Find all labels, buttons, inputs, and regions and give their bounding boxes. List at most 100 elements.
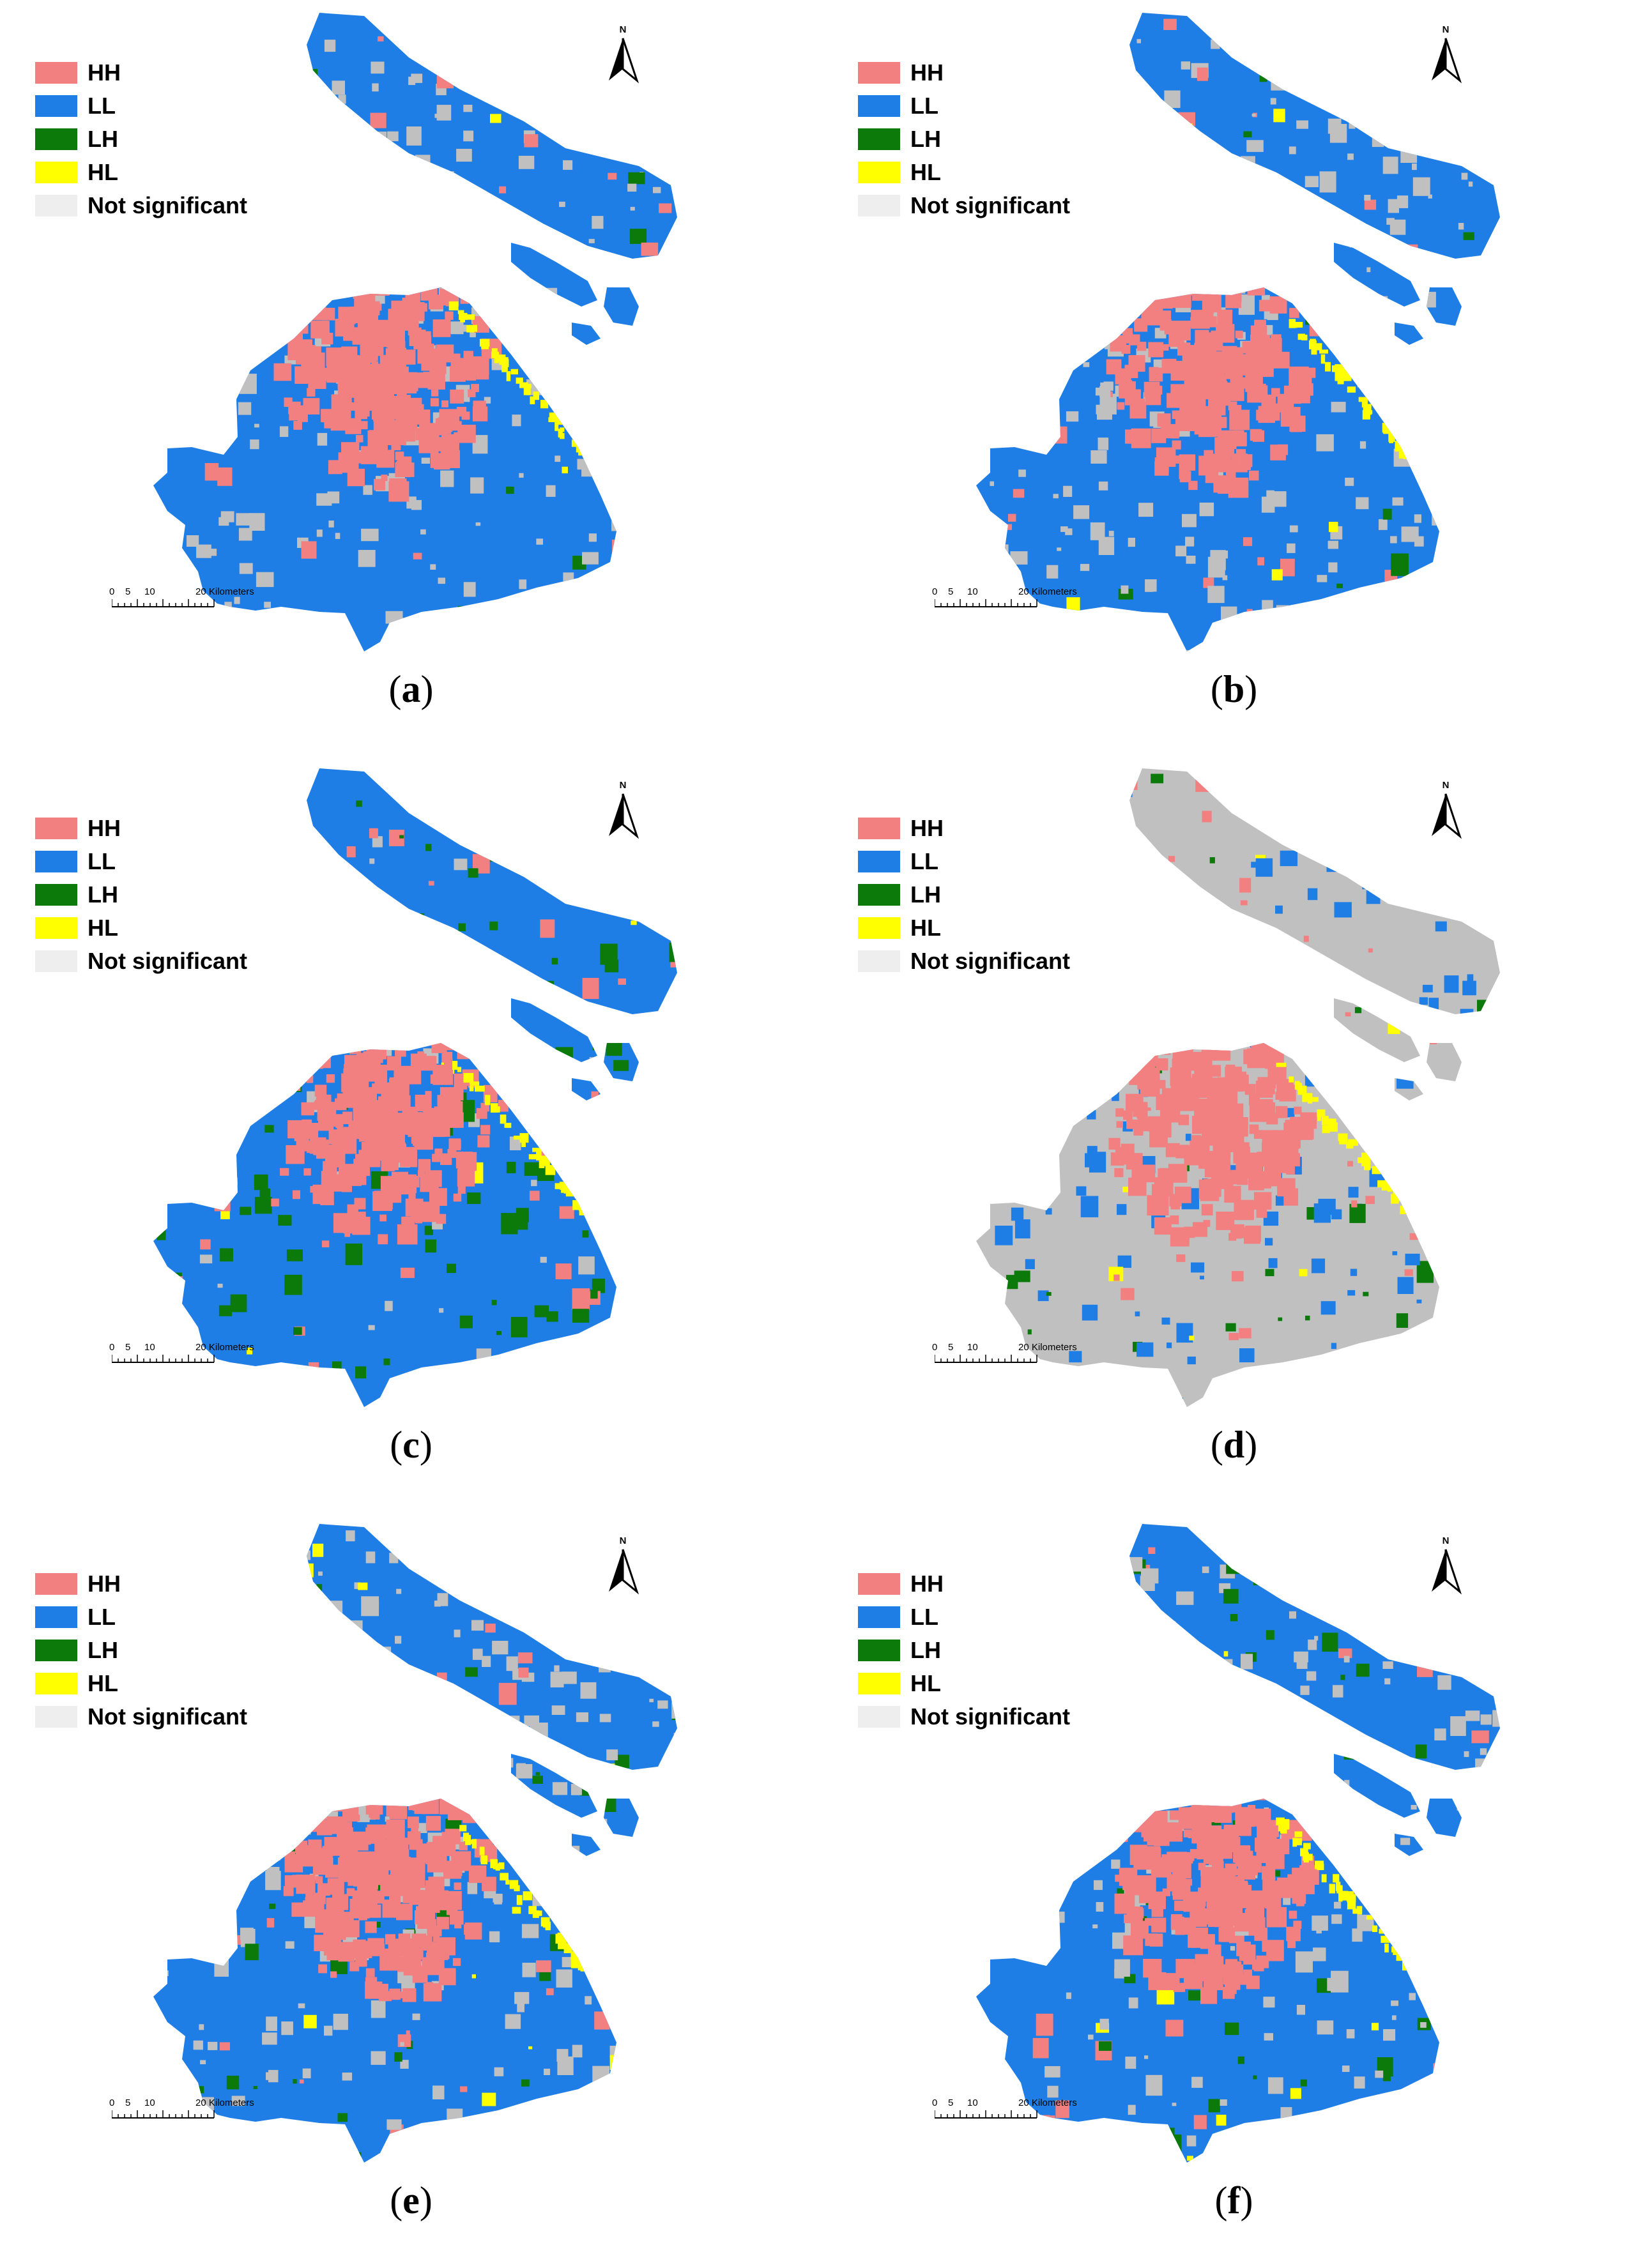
cluster-map-e (153, 1524, 677, 2163)
cluster-map-a (153, 13, 677, 651)
chongming-island-area (307, 1524, 677, 1770)
legend-item-hh: HH (35, 1567, 247, 1601)
small-island-area (572, 323, 601, 345)
scale-tick-label: 20 Kilometers (1018, 1342, 1077, 1353)
legend-label: Not significant (910, 192, 1070, 218)
panel-letter: b (1223, 668, 1245, 710)
legend-label: HL (910, 1670, 941, 1696)
legend-item-lh: LH (35, 1634, 247, 1667)
map-legend: HH LL LH HL Not significant (858, 1567, 1070, 1733)
legend-swatch (35, 851, 77, 872)
map-panel-d: HH LL LH HL Not significant N 0 5 10 20 Kilometer… (823, 756, 1645, 1511)
legend-swatch (858, 1606, 900, 1628)
map-panel-e: HH LL LH HL Not significant N 0 5 10 20 Kilometer… (0, 1511, 822, 2267)
map-legend: HH LL LH HL Not significant (858, 56, 1070, 222)
legend-item-ns: Not significant (858, 945, 1070, 978)
small-island-area (511, 243, 597, 307)
legend-swatch (858, 1573, 900, 1595)
north-label: N (619, 24, 627, 35)
legend-swatch (35, 195, 77, 217)
scale-tick-label: 20 Kilometers (195, 2097, 254, 2108)
scale-tick-label: 5 (948, 2097, 954, 2108)
legend-label: LL (88, 1604, 116, 1630)
scale-tick-label: 10 (967, 2097, 978, 2108)
legend-label: HH (910, 59, 944, 86)
legend-item-hl: HL (858, 1667, 1070, 1700)
legend-swatch (858, 818, 900, 839)
north-arrow-icon: N (597, 780, 648, 844)
map-legend: HH LL LH HL Not significant (35, 56, 247, 222)
legend-item-hh: HH (35, 56, 247, 89)
cluster-map-f (976, 1524, 1500, 2163)
legend-swatch (858, 851, 900, 872)
map-panel-f: HH LL LH HL Not significant N 0 5 10 20 Kilometer… (823, 1511, 1645, 2267)
legend-swatch (858, 62, 900, 84)
small-island-area (572, 1078, 601, 1100)
legend-swatch (35, 1606, 77, 1628)
small-island-area (604, 287, 639, 326)
scale-tick-label: 10 (144, 2097, 155, 2108)
scale-tick-label: 0 (932, 1342, 938, 1353)
legend-label: LH (88, 881, 118, 908)
legend-item-lh: LH (858, 123, 1070, 156)
north-label: N (619, 1535, 627, 1546)
scale-tick-label: 5 (125, 586, 131, 597)
north-label: N (1442, 24, 1450, 35)
north-arrow-icon: N (1420, 24, 1471, 88)
panel-caption: (c) (390, 1424, 432, 1466)
legend-swatch (35, 128, 77, 150)
legend-item-hh: HH (858, 812, 1070, 845)
scale-tick-label: 10 (967, 586, 978, 597)
legend-label: Not significant (88, 192, 247, 218)
north-arrow-icon: N (1420, 1535, 1471, 1599)
legend-item-ll: LL (858, 1601, 1070, 1634)
legend-swatch (35, 950, 77, 972)
panel-letter: c (402, 1424, 420, 1466)
legend-item-hh: HH (858, 1567, 1070, 1601)
legend-swatch (35, 162, 77, 183)
small-island-area (572, 1834, 601, 1856)
small-island-area (1334, 998, 1420, 1062)
panel-letter: e (402, 2179, 420, 2221)
scale-tick-label: 10 (144, 586, 155, 597)
north-label: N (619, 780, 627, 791)
small-island-area (1334, 243, 1420, 307)
legend-swatch (35, 1640, 77, 1661)
legend-label: LH (910, 126, 941, 152)
legend-label: HH (910, 815, 944, 841)
small-island-area (1395, 323, 1423, 345)
legend-swatch (858, 195, 900, 217)
legend-item-ll: LL (35, 1601, 247, 1634)
legend-label: LL (910, 93, 938, 119)
scale-tick-label: 0 (932, 586, 938, 597)
legend-swatch (35, 884, 77, 906)
panel-caption: (b) (1210, 668, 1258, 710)
legend-label: HH (88, 1571, 121, 1597)
panel-caption: (f) (1214, 2179, 1253, 2221)
legend-label: LH (88, 126, 118, 152)
scale-bar: 0 5 10 20 Kilometers (932, 1342, 1077, 1374)
legend-label: LH (88, 1637, 118, 1663)
scale-bar: 0 5 10 20 Kilometers (109, 586, 254, 618)
legend-label: HL (910, 915, 941, 941)
legend-item-lh: LH (35, 878, 247, 911)
legend-item-hl: HL (858, 156, 1070, 189)
legend-item-ll: LL (858, 89, 1070, 123)
legend-item-ns: Not significant (35, 189, 247, 222)
legend-swatch (35, 917, 77, 939)
legend-label: Not significant (910, 948, 1070, 974)
north-arrow-icon: N (1420, 780, 1471, 844)
legend-item-lh: LH (858, 1634, 1070, 1667)
legend-swatch (35, 95, 77, 117)
legend-label: LH (910, 1637, 941, 1663)
legend-item-hh: HH (858, 56, 1070, 89)
scale-tick-label: 0 (109, 2097, 115, 2108)
legend-swatch (35, 62, 77, 84)
legend-item-ll: LL (35, 89, 247, 123)
legend-label: Not significant (88, 948, 247, 974)
map-legend: HH LL LH HL Not significant (858, 812, 1070, 978)
legend-swatch (858, 128, 900, 150)
legend-label: LL (88, 93, 116, 119)
scale-tick-label: 20 Kilometers (195, 1342, 254, 1353)
small-island-area (1334, 1754, 1420, 1818)
